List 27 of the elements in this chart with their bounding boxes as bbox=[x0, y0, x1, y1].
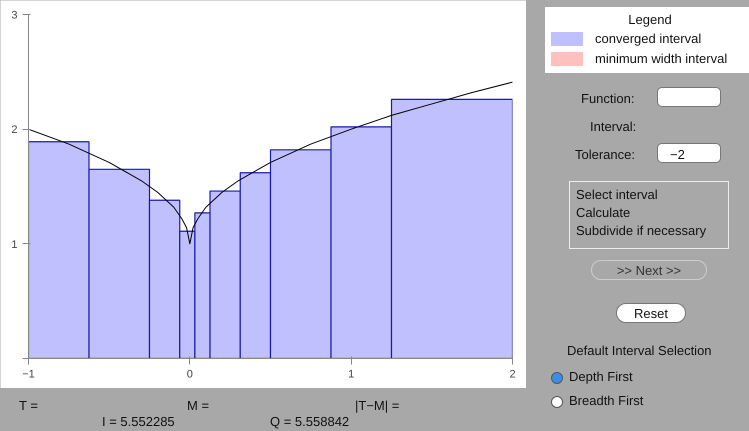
y-tick-label: 3 bbox=[11, 10, 18, 22]
text: Depth First bbox=[568, 368, 633, 386]
text: Breadth First bbox=[568, 392, 644, 410]
text: |T−M| = bbox=[355, 397, 400, 415]
text: Interval: bbox=[590, 118, 636, 136]
text: Subdivide if necessary bbox=[576, 223, 706, 238]
text: >> Next >> bbox=[591, 260, 707, 280]
text: Reset bbox=[616, 303, 686, 323]
x-tick-label: 2 bbox=[509, 368, 516, 380]
line-series bbox=[28, 82, 512, 244]
text: converged interval bbox=[594, 30, 702, 48]
legend-label: minimum width interval bbox=[594, 50, 728, 68]
text: I = 5.552285 bbox=[102, 413, 175, 431]
text: T = bbox=[19, 397, 38, 415]
text: Tolerance: bbox=[575, 146, 635, 164]
text: Select interval bbox=[576, 187, 658, 202]
text: Function: bbox=[581, 90, 634, 108]
y-tick-label: 2 bbox=[11, 124, 18, 136]
x-tick-label: 0 bbox=[186, 368, 193, 380]
x-tick-label: 1 bbox=[348, 368, 354, 380]
y-tick-label: 1 bbox=[11, 238, 18, 251]
text: Calculate bbox=[576, 205, 630, 220]
text: Q = 5.558842 bbox=[270, 413, 350, 431]
legend-title: Legend bbox=[627, 11, 673, 29]
x-tick-label: −1 bbox=[22, 368, 35, 380]
text: Default Interval Selection bbox=[567, 342, 712, 360]
text: M = bbox=[187, 397, 210, 415]
